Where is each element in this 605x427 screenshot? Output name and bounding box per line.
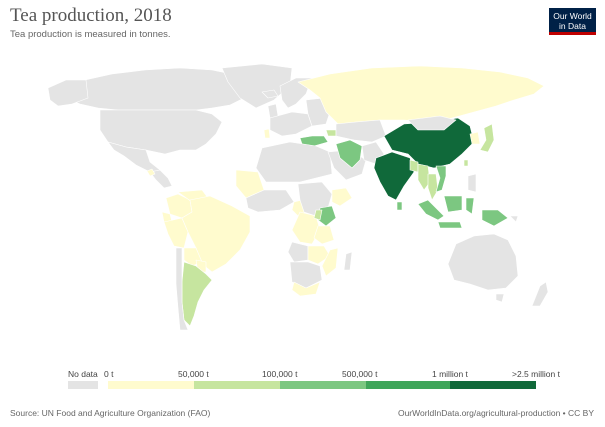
- world-map: [47, 63, 549, 331]
- country-western-europe[interactable]: [269, 111, 313, 137]
- country-taiwan[interactable]: [463, 159, 469, 167]
- country-tasmania[interactable]: [495, 293, 505, 303]
- country-philippines[interactable]: [467, 173, 477, 193]
- country-russia[interactable]: [297, 65, 545, 125]
- legend-tick-1: 50,000 t: [178, 369, 209, 379]
- legend-tick-4: 1 million t: [432, 369, 468, 379]
- country-iceland[interactable]: [261, 89, 279, 99]
- country-brazil[interactable]: [181, 195, 251, 273]
- country-guatemala[interactable]: [146, 168, 156, 177]
- country-canada[interactable]: [59, 67, 251, 111]
- legend-tick-3: 500,000 t: [342, 369, 378, 379]
- country-north-africa[interactable]: [255, 141, 333, 183]
- country-uganda[interactable]: [313, 209, 323, 221]
- country-south-africa[interactable]: [291, 281, 321, 297]
- country-central-asia[interactable]: [335, 119, 387, 143]
- country-solomon[interactable]: [509, 215, 519, 223]
- country-java[interactable]: [437, 221, 463, 229]
- country-papua-new-guinea[interactable]: [481, 209, 509, 227]
- legend-no-data-label: No data: [68, 369, 98, 379]
- country-tanzania[interactable]: [313, 225, 335, 245]
- country-india[interactable]: [373, 151, 415, 201]
- legend-swatch-1: [194, 381, 280, 389]
- country-japan[interactable]: [479, 123, 495, 153]
- country-sulawesi[interactable]: [465, 197, 475, 215]
- country-myanmar[interactable]: [417, 163, 431, 191]
- country-ethiopia[interactable]: [331, 187, 353, 207]
- country-madagascar[interactable]: [343, 251, 353, 271]
- country-korea[interactable]: [469, 131, 481, 145]
- country-mozambique[interactable]: [321, 247, 339, 277]
- footer-link[interactable]: OurWorldInData.org/agricultural-producti…: [397, 408, 594, 418]
- logo-line-2: in Data: [559, 21, 586, 31]
- legend-no-data-swatch: [68, 381, 98, 389]
- source-note: Source: UN Food and Agriculture Organiza…: [10, 408, 211, 418]
- legend: No data 0 t 50,000 t 100,000 t 500,000 t…: [0, 360, 605, 395]
- country-central-america[interactable]: [149, 169, 173, 189]
- country-west-africa[interactable]: [245, 189, 295, 213]
- legend-tick-2: 100,000 t: [262, 369, 298, 379]
- country-thailand[interactable]: [427, 173, 439, 201]
- country-mongolia[interactable]: [407, 115, 457, 131]
- owid-logo[interactable]: Our World in Data: [549, 8, 596, 35]
- chart-title: Tea production, 2018: [10, 5, 172, 26]
- country-southern-africa[interactable]: [289, 261, 323, 289]
- country-borneo[interactable]: [443, 195, 463, 213]
- country-uk[interactable]: [267, 103, 279, 119]
- country-australia[interactable]: [447, 233, 519, 291]
- legend-tick-0: 0 t: [104, 369, 114, 379]
- legend-swatch-2: [280, 381, 366, 389]
- legend-swatch-4: [450, 381, 536, 389]
- legend-swatch-3: [366, 381, 450, 389]
- country-iran[interactable]: [335, 139, 363, 169]
- country-zambia-malawi[interactable]: [307, 245, 331, 265]
- logo-line-1: Our World: [553, 11, 592, 21]
- chart-subtitle: Tea production is measured in tonnes.: [10, 29, 171, 40]
- country-chile[interactable]: [175, 247, 189, 331]
- country-georgia[interactable]: [325, 129, 337, 137]
- country-portugal[interactable]: [263, 128, 271, 139]
- country-argentina[interactable]: [181, 261, 213, 327]
- country-vietnam[interactable]: [435, 165, 447, 193]
- country-sumatra[interactable]: [417, 199, 445, 221]
- country-angola[interactable]: [287, 241, 309, 263]
- country-nepal-bangladesh[interactable]: [409, 159, 419, 173]
- country-alaska[interactable]: [47, 79, 89, 107]
- legend-tick-5: >2.5 million t: [512, 369, 560, 379]
- legend-swatch-0: [108, 381, 194, 389]
- country-sri-lanka[interactable]: [396, 201, 403, 211]
- country-new-zealand[interactable]: [531, 281, 549, 307]
